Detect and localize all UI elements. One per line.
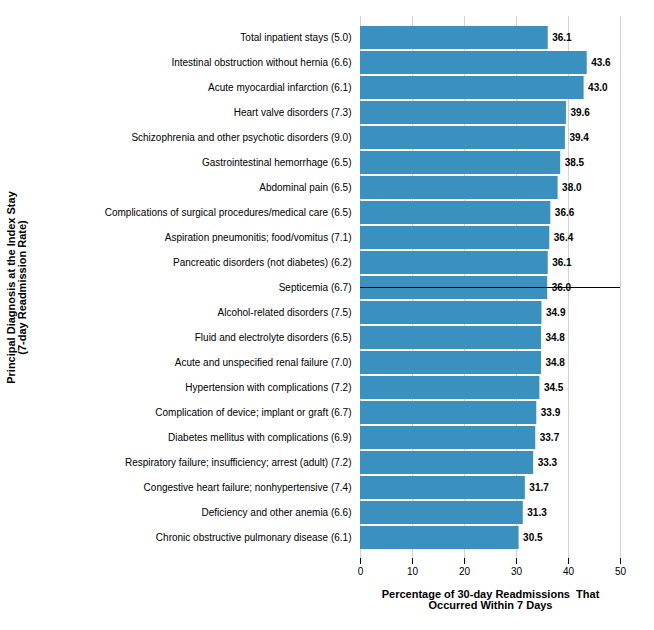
svg-text:39.4: 39.4 <box>569 132 589 143</box>
svg-text:30: 30 <box>511 566 523 577</box>
svg-text:Percentage of 30-day Readmissi: Percentage of 30-day Readmissions ThatOc… <box>382 588 600 611</box>
svg-text:Heart valve disorders (7.3): Heart valve disorders (7.3) <box>234 107 352 118</box>
svg-text:Respiratory failure; insuffici: Respiratory failure; insufficiency; arre… <box>125 457 352 468</box>
svg-text:31.3: 31.3 <box>527 507 547 518</box>
svg-text:39.6: 39.6 <box>570 107 590 118</box>
svg-text:38.0: 38.0 <box>562 182 582 193</box>
svg-text:34.8: 34.8 <box>545 332 565 343</box>
svg-text:Alcohol-related disorders (7.5: Alcohol-related disorders (7.5) <box>218 307 352 318</box>
svg-text:Principal Diagnosis at the Ind: Principal Diagnosis at the Index Stay(7-… <box>5 190 28 383</box>
svg-text:34.8: 34.8 <box>545 357 565 368</box>
svg-text:33.3: 33.3 <box>538 457 558 468</box>
svg-text:36.6: 36.6 <box>555 207 575 218</box>
svg-text:33.7: 33.7 <box>540 432 560 443</box>
svg-text:10: 10 <box>407 566 419 577</box>
svg-text:36.1: 36.1 <box>552 257 572 268</box>
svg-text:20: 20 <box>459 566 471 577</box>
svg-text:Congestive heart failure; nonh: Congestive heart failure; nonhypertensiv… <box>144 482 352 493</box>
svg-text:30.5: 30.5 <box>523 532 543 543</box>
svg-text:0: 0 <box>358 566 364 577</box>
svg-text:Pancreatic disorders (not diab: Pancreatic disorders (not diabetes) (6.2… <box>173 257 351 268</box>
svg-text:Hypertension with complication: Hypertension with complications (7.2) <box>185 382 351 393</box>
svg-text:Aspiration pneumonitis; food/v: Aspiration pneumonitis; food/vomitus (7.… <box>165 232 352 243</box>
svg-text:36.1: 36.1 <box>552 32 572 43</box>
svg-text:43.6: 43.6 <box>591 57 611 68</box>
svg-text:Septicemia (6.7): Septicemia (6.7) <box>279 282 352 293</box>
svg-text:31.7: 31.7 <box>529 482 549 493</box>
svg-text:Total inpatient stays (5.0): Total inpatient stays (5.0) <box>240 32 351 43</box>
svg-text:50: 50 <box>615 566 627 577</box>
svg-text:Gastrointestinal hemorrhage (6: Gastrointestinal hemorrhage (6.5) <box>202 157 352 168</box>
svg-text:Fluid and electrolyte disorder: Fluid and electrolyte disorders (6.5) <box>195 332 352 343</box>
svg-text:Acute and unspecified renal fa: Acute and unspecified renal failure (7.0… <box>175 357 352 368</box>
svg-text:Diabetes mellitus with complic: Diabetes mellitus with complications (6.… <box>168 432 351 443</box>
svg-text:33.9: 33.9 <box>541 407 561 418</box>
svg-text:Abdominal pain (6.5): Abdominal pain (6.5) <box>259 182 351 193</box>
svg-text:Chronic obstructive pulmonary: Chronic obstructive pulmonary disease (6… <box>156 532 352 543</box>
svg-text:Deficiency and other anemia (6: Deficiency and other anemia (6.6) <box>201 507 351 518</box>
svg-text:40: 40 <box>563 566 575 577</box>
svg-text:36.0: 36.0 <box>552 282 572 293</box>
svg-text:43.0: 43.0 <box>588 82 608 93</box>
svg-text:Acute myocardial infarction (6: Acute myocardial infarction (6.1) <box>208 82 351 93</box>
svg-text:Schizophrenia and other psycho: Schizophrenia and other psychotic disord… <box>131 132 351 143</box>
svg-text:34.9: 34.9 <box>546 307 566 318</box>
svg-text:34.5: 34.5 <box>544 382 564 393</box>
svg-text:Complications of surgical proc: Complications of surgical procedures/med… <box>105 207 352 218</box>
svg-text:38.5: 38.5 <box>565 157 585 168</box>
svg-text:Complication of device; implan: Complication of device; implant or graft… <box>155 407 351 418</box>
svg-text:36.4: 36.4 <box>554 232 574 243</box>
svg-text:Intestinal obstruction without: Intestinal obstruction without hernia (6… <box>171 57 351 68</box>
